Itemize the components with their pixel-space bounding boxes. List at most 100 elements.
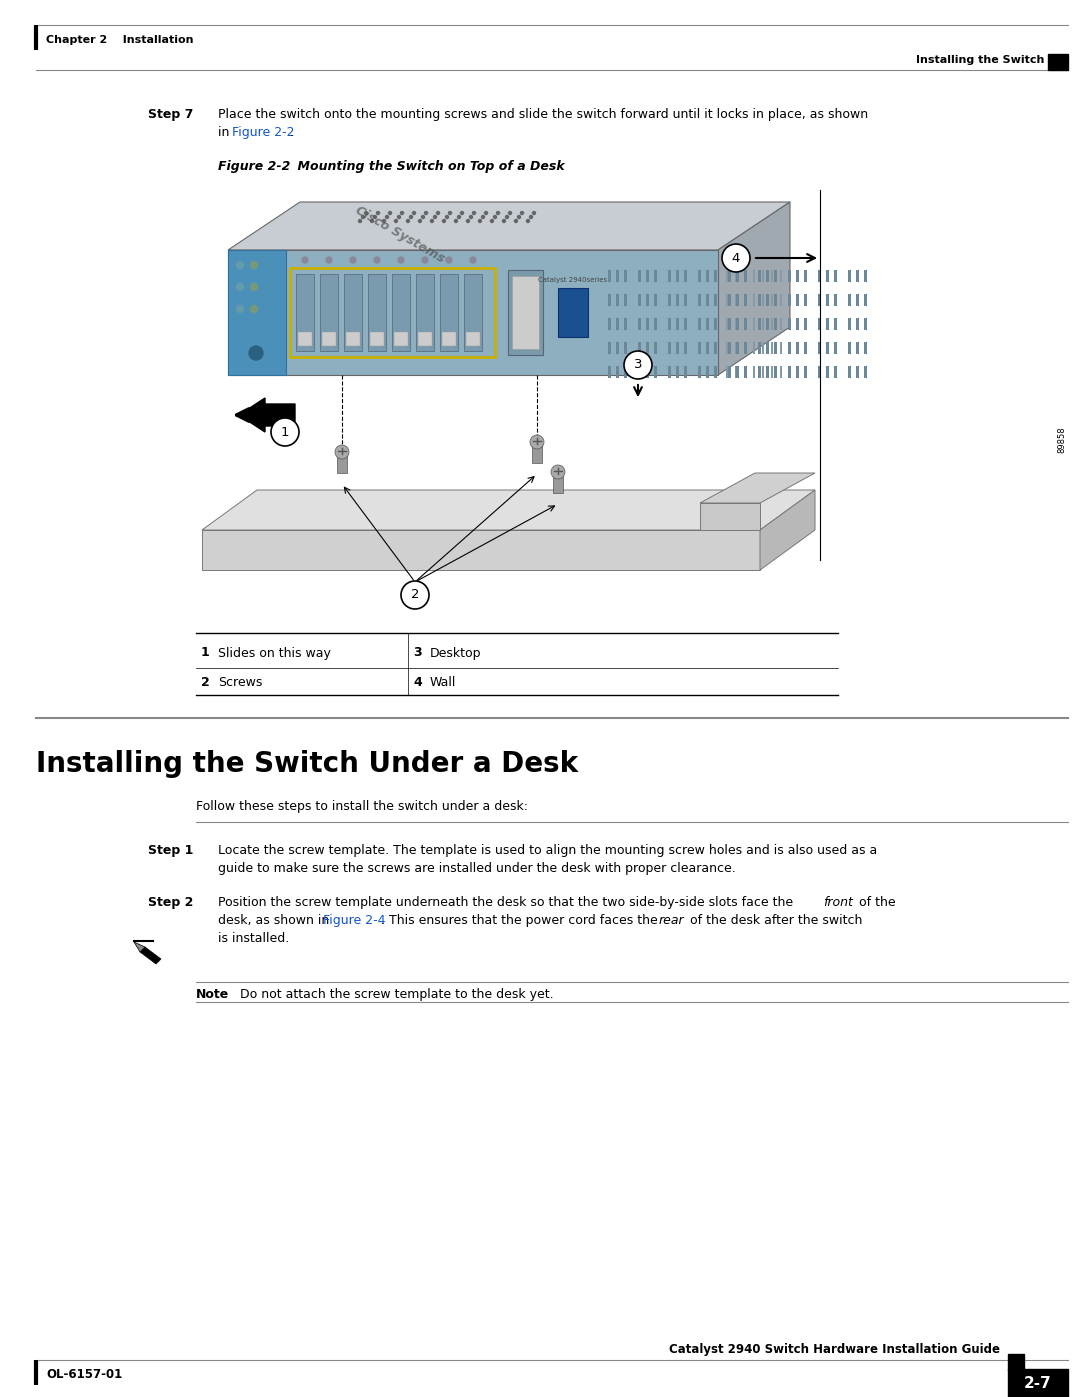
Circle shape — [251, 306, 257, 313]
Circle shape — [436, 211, 440, 215]
Bar — [818, 293, 821, 306]
Polygon shape — [140, 947, 161, 964]
Bar — [804, 293, 807, 306]
Bar — [744, 366, 747, 379]
Bar — [818, 270, 821, 282]
Bar — [834, 270, 837, 282]
Bar — [714, 293, 717, 306]
Circle shape — [527, 219, 529, 222]
Bar — [758, 342, 761, 353]
Bar — [848, 270, 851, 282]
Bar — [735, 293, 739, 306]
Bar — [774, 319, 777, 330]
Circle shape — [413, 211, 416, 215]
Circle shape — [359, 219, 362, 222]
Text: . This ensures that the power cord faces the: . This ensures that the power cord faces… — [381, 914, 662, 928]
Bar — [864, 293, 867, 306]
Bar — [848, 293, 851, 306]
Bar — [744, 270, 746, 282]
Bar — [646, 366, 649, 379]
Bar — [508, 270, 543, 355]
Bar — [780, 366, 782, 379]
Bar — [706, 319, 708, 330]
Bar — [856, 270, 859, 282]
Bar — [771, 270, 773, 282]
Bar — [654, 293, 657, 306]
Bar — [788, 366, 791, 379]
Text: Note: Note — [195, 988, 229, 1002]
Circle shape — [470, 215, 473, 218]
Circle shape — [446, 215, 448, 218]
Polygon shape — [760, 490, 815, 570]
Polygon shape — [228, 250, 718, 374]
Bar — [826, 342, 829, 353]
Bar — [762, 270, 764, 282]
Bar — [735, 342, 739, 353]
Bar — [744, 319, 747, 330]
Circle shape — [362, 215, 365, 218]
Text: 3: 3 — [413, 647, 421, 659]
Bar — [616, 293, 619, 306]
Circle shape — [302, 257, 308, 263]
Bar — [826, 293, 829, 306]
Bar — [320, 274, 338, 351]
Bar — [780, 319, 782, 330]
Bar — [834, 342, 837, 353]
Bar — [706, 342, 708, 353]
Circle shape — [237, 284, 243, 291]
Circle shape — [249, 346, 264, 360]
Circle shape — [237, 261, 243, 268]
Circle shape — [514, 219, 517, 222]
Text: 1: 1 — [201, 647, 210, 659]
Bar — [796, 270, 799, 282]
Bar — [337, 455, 347, 474]
Bar — [646, 293, 649, 306]
Bar — [804, 366, 807, 379]
Bar — [465, 332, 480, 346]
Bar — [726, 366, 728, 379]
Bar — [864, 270, 867, 282]
Bar — [744, 319, 746, 330]
Circle shape — [421, 215, 424, 218]
Text: Figure 2-2: Figure 2-2 — [218, 161, 291, 173]
Bar — [698, 293, 701, 306]
Bar — [624, 319, 627, 330]
Circle shape — [370, 219, 374, 222]
Circle shape — [529, 215, 532, 218]
Circle shape — [251, 261, 257, 268]
Bar — [753, 270, 755, 282]
Polygon shape — [700, 474, 815, 503]
Bar — [394, 332, 408, 346]
Text: Step 2: Step 2 — [148, 895, 193, 909]
Bar — [728, 342, 731, 353]
Bar — [346, 332, 360, 346]
Circle shape — [505, 215, 509, 218]
Polygon shape — [202, 529, 760, 570]
Bar — [669, 366, 671, 379]
Bar — [726, 270, 728, 282]
Bar — [856, 342, 859, 353]
Text: desk, as shown in: desk, as shown in — [218, 914, 334, 928]
Circle shape — [455, 219, 458, 222]
Bar — [848, 342, 851, 353]
Bar — [735, 270, 737, 282]
Bar — [370, 332, 384, 346]
Bar — [440, 274, 458, 351]
Text: 1: 1 — [281, 426, 289, 439]
Polygon shape — [134, 942, 145, 951]
Bar — [676, 270, 679, 282]
Circle shape — [485, 211, 487, 215]
Bar — [638, 293, 642, 306]
Bar — [726, 293, 728, 306]
Bar — [624, 342, 627, 353]
Text: Installing the Switch Under a Desk: Installing the Switch Under a Desk — [36, 750, 578, 778]
Bar — [298, 332, 312, 346]
Circle shape — [530, 434, 544, 448]
Circle shape — [723, 244, 750, 272]
Bar — [638, 366, 642, 379]
Polygon shape — [202, 490, 815, 529]
FancyArrow shape — [239, 398, 295, 432]
Bar — [753, 366, 755, 379]
Bar — [735, 319, 737, 330]
Bar — [638, 342, 642, 353]
